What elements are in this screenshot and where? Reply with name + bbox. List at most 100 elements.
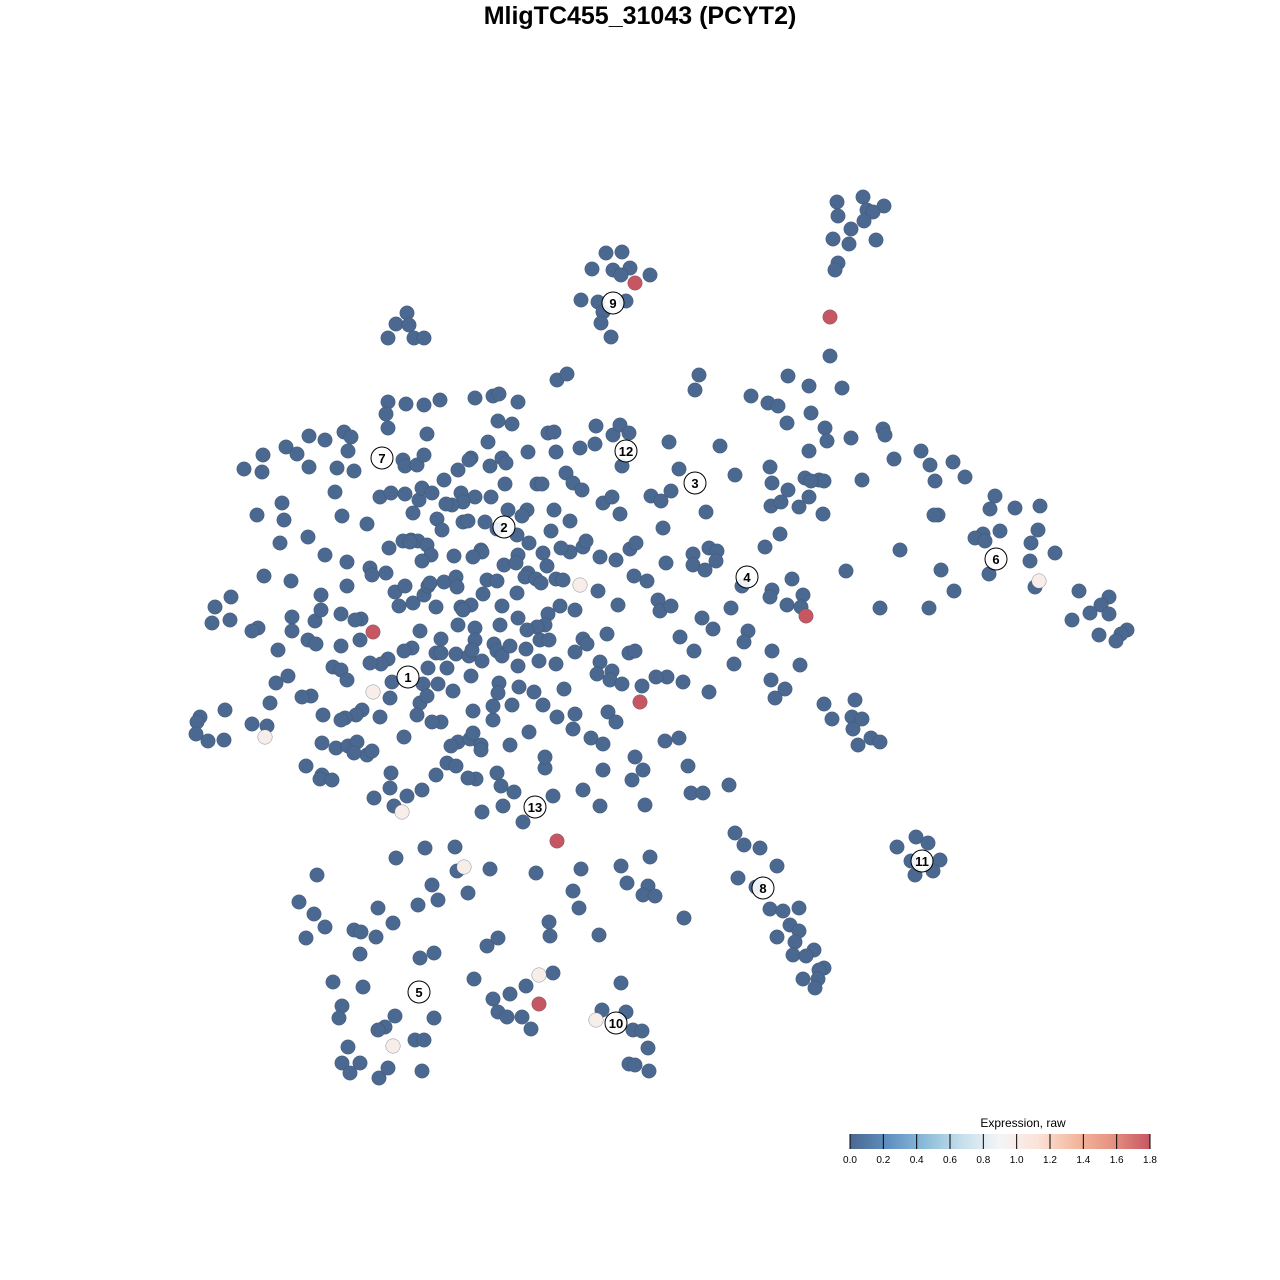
- data-point: [450, 617, 466, 633]
- data-point: [405, 505, 421, 521]
- colorbar-tick-label: 1.2: [1043, 1155, 1057, 1166]
- data-point: [533, 575, 549, 591]
- data-point: [324, 772, 340, 788]
- data-point: [491, 386, 507, 402]
- data-point: [467, 390, 483, 406]
- data-point: [621, 425, 637, 441]
- data-point: [872, 600, 888, 616]
- data-point: [434, 522, 450, 538]
- data-point: [587, 436, 603, 452]
- data-point: [642, 849, 658, 865]
- data-point: [368, 929, 384, 945]
- colorbar-tick-label: 1.4: [1076, 1155, 1090, 1166]
- data-point: [815, 506, 831, 522]
- data-point: [608, 714, 624, 730]
- data-point: [655, 520, 671, 536]
- data-point: [628, 535, 644, 551]
- data-point: [647, 888, 663, 904]
- data-point: [712, 438, 728, 454]
- data-point: [489, 573, 505, 589]
- data-point: [448, 758, 464, 774]
- data-point: [383, 485, 399, 501]
- data-point: [298, 930, 314, 946]
- data-point: [553, 540, 569, 556]
- data-point: [769, 858, 785, 874]
- cluster-label-text: 10: [609, 1016, 623, 1031]
- data-point: [283, 573, 299, 589]
- data-point: [687, 382, 703, 398]
- data-point: [798, 948, 814, 964]
- data-point: [701, 684, 717, 700]
- data-point: [475, 586, 491, 602]
- data-point: [661, 434, 677, 450]
- cluster-label-text: 7: [378, 451, 385, 466]
- data-point: [474, 804, 490, 820]
- cluster-label-badge: [396, 665, 420, 689]
- data-point: [784, 571, 800, 587]
- data-point: [504, 416, 520, 432]
- colorbar-tick-label: 1.0: [1010, 1155, 1024, 1166]
- data-point: [531, 996, 547, 1012]
- data-point: [743, 388, 759, 404]
- data-point: [600, 704, 616, 720]
- data-point: [762, 589, 778, 605]
- data-point: [482, 458, 498, 474]
- data-point: [465, 725, 481, 741]
- data-point: [254, 464, 270, 480]
- data-point: [841, 236, 857, 252]
- data-point: [450, 462, 466, 478]
- data-point: [396, 729, 412, 745]
- cluster-label-badge: [683, 471, 707, 495]
- data-point: [562, 513, 578, 529]
- data-point: [465, 703, 481, 719]
- data-point: [424, 877, 440, 893]
- data-point: [493, 778, 509, 794]
- cluster-label-text: 4: [743, 570, 751, 585]
- data-point: [447, 839, 463, 855]
- data-point: [509, 585, 525, 601]
- data-point: [455, 602, 471, 618]
- data-point: [443, 738, 459, 754]
- cluster-label: 2: [492, 515, 516, 539]
- data-point: [927, 473, 943, 489]
- data-point: [387, 1008, 403, 1024]
- colorbar-tick-label: 0.6: [943, 1155, 957, 1166]
- data-point: [274, 495, 290, 511]
- data-point: [548, 444, 564, 460]
- data-point: [445, 683, 461, 699]
- cluster-label: 4: [735, 565, 759, 589]
- data-point: [663, 598, 679, 614]
- data-point: [1082, 605, 1098, 621]
- data-point: [791, 900, 807, 916]
- data-point: [284, 609, 300, 625]
- data-point: [767, 690, 783, 706]
- data-point: [1030, 522, 1046, 538]
- data-point: [448, 646, 464, 662]
- data-point: [531, 967, 547, 983]
- data-point: [671, 730, 687, 746]
- cluster-label-text: 11: [915, 854, 929, 869]
- data-point: [494, 648, 510, 664]
- data-point: [485, 712, 501, 728]
- data-point: [567, 706, 583, 722]
- cluster-label: 9: [601, 291, 625, 315]
- data-point: [856, 213, 872, 229]
- data-point: [843, 430, 859, 446]
- data-point: [383, 765, 399, 781]
- data-point: [603, 329, 619, 345]
- data-point: [424, 485, 440, 501]
- legend-title: Expression, raw: [980, 1116, 1066, 1130]
- data-point: [795, 971, 811, 987]
- data-point: [822, 348, 838, 364]
- data-point: [1071, 583, 1087, 599]
- data-point: [613, 975, 629, 991]
- data-point: [343, 429, 359, 445]
- data-point: [705, 621, 721, 637]
- data-point: [816, 473, 832, 489]
- data-point: [1091, 627, 1107, 643]
- data-point: [236, 461, 252, 477]
- data-point: [803, 473, 819, 489]
- data-point: [315, 707, 331, 723]
- cluster-label-badge: [751, 876, 775, 900]
- data-point: [313, 587, 329, 603]
